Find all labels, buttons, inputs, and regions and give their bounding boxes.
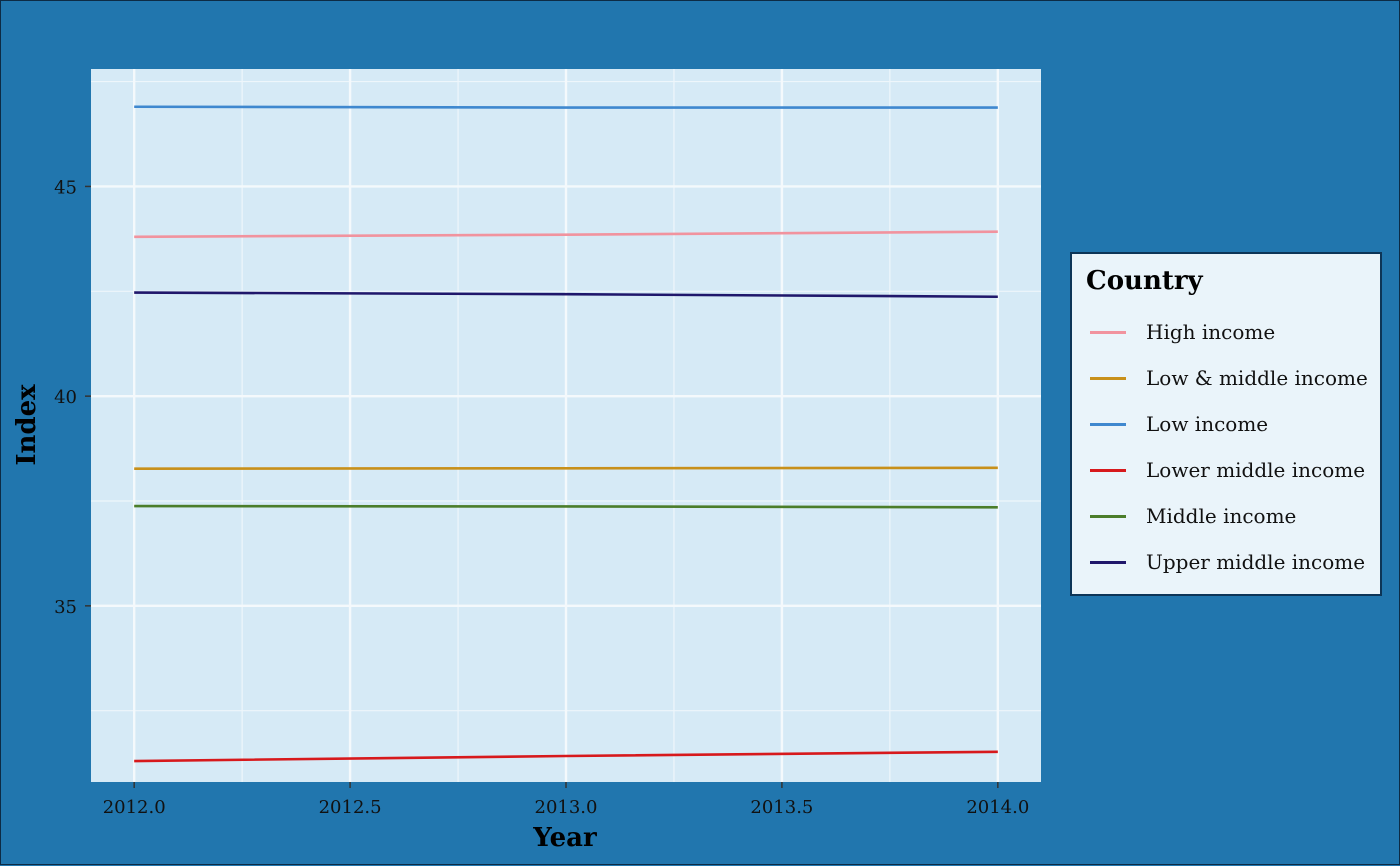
legend-item-middle-income: Middle income — [1090, 501, 1380, 531]
legend-label: Low & middle income — [1146, 366, 1368, 390]
series-line-lower-middle-income — [134, 750, 998, 763]
legend-label: Middle income — [1146, 504, 1297, 528]
x-tick-label: 2012.5 — [319, 797, 382, 818]
legend-item-low-income: Low income — [1090, 409, 1380, 439]
legend-label: Upper middle income — [1146, 550, 1366, 574]
legend-key — [1090, 377, 1126, 380]
x-axis-ticks: 2012.0 2012.5 2013.0 2013.5 2014.0 — [103, 782, 1029, 818]
y-axis-ticks: 35 40 45 — [54, 177, 91, 618]
y-tick-label: 35 — [54, 597, 77, 618]
legend-label: Lower middle income — [1146, 458, 1366, 482]
y-tick-label: 40 — [54, 387, 77, 408]
legend-key — [1090, 331, 1126, 334]
legend-key — [1090, 423, 1126, 426]
x-axis-label: Year — [532, 823, 597, 853]
legend-key — [1090, 515, 1126, 518]
series-line-upper-middle-income — [134, 291, 998, 299]
legend-item-upper-middle-income: Upper middle income — [1090, 547, 1380, 577]
legend-item-high-income: High income — [1090, 317, 1380, 347]
series-line-middle-income — [134, 504, 998, 509]
x-tick-label: 2014.0 — [966, 797, 1029, 818]
series-line-high-income — [134, 230, 998, 239]
x-tick-label: 2013.5 — [750, 797, 813, 818]
legend-key — [1090, 561, 1126, 564]
legend-label: High income — [1146, 320, 1276, 344]
x-tick-label: 2012.0 — [103, 797, 166, 818]
series-line-low-and-middle-income — [134, 466, 998, 470]
legend-title: Country — [1086, 266, 1203, 296]
major-gridlines — [91, 69, 1041, 782]
legend-item-low-and-middle-income: Low & middle income — [1090, 363, 1380, 393]
y-axis-label: Index — [12, 384, 42, 466]
series-lines — [134, 105, 998, 763]
legend: Country High income Low & middle income Lo… — [1070, 252, 1382, 596]
series-line-low-income — [134, 105, 998, 109]
y-tick-label: 45 — [54, 177, 77, 198]
x-tick-label: 2013.0 — [535, 797, 598, 818]
legend-label: Low income — [1146, 412, 1269, 436]
legend-item-lower-middle-income: Lower middle income — [1090, 455, 1380, 485]
legend-key — [1090, 469, 1126, 472]
